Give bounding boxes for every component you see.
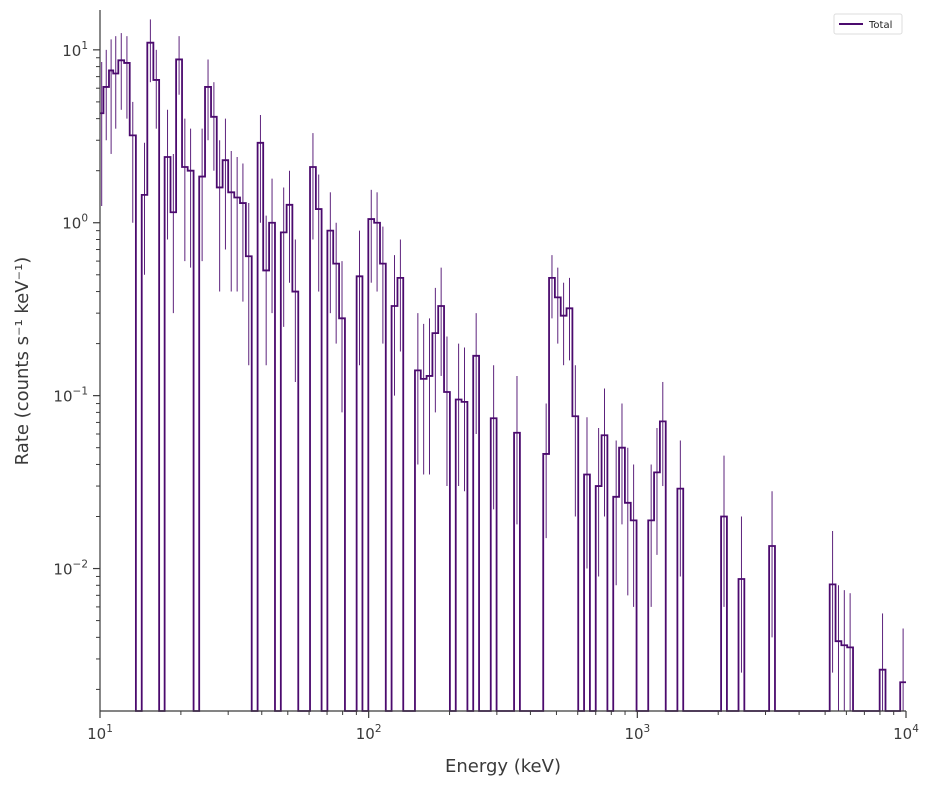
axes (99, 10, 906, 712)
y-axis-label: Rate (counts s⁻¹ keV⁻¹) (12, 257, 33, 466)
legend-frame (833, 13, 903, 35)
legend-label-total: Total (868, 20, 892, 31)
y-tick-label: 101 (62, 40, 88, 60)
y-tick-label: 10−1 (53, 386, 88, 406)
histogram-series (100, 41, 906, 712)
error-bars (101, 19, 904, 711)
x-axis-ticks: 101 102 103 104 (87, 711, 919, 743)
x-tick-label: 102 (356, 723, 382, 743)
y-tick-label: 10−2 (53, 559, 88, 579)
series-line-total (100, 41, 906, 712)
y-axis-ticks: 101 100 10−1 10−2 (53, 40, 100, 690)
x-tick-label: 101 (87, 723, 113, 743)
x-tick-label: 103 (624, 723, 650, 743)
y-tick-label: 100 (62, 213, 88, 233)
x-axis-label: Energy (keV) (445, 756, 561, 777)
x-tick-label: 104 (893, 723, 919, 743)
legend: Total (833, 13, 903, 35)
